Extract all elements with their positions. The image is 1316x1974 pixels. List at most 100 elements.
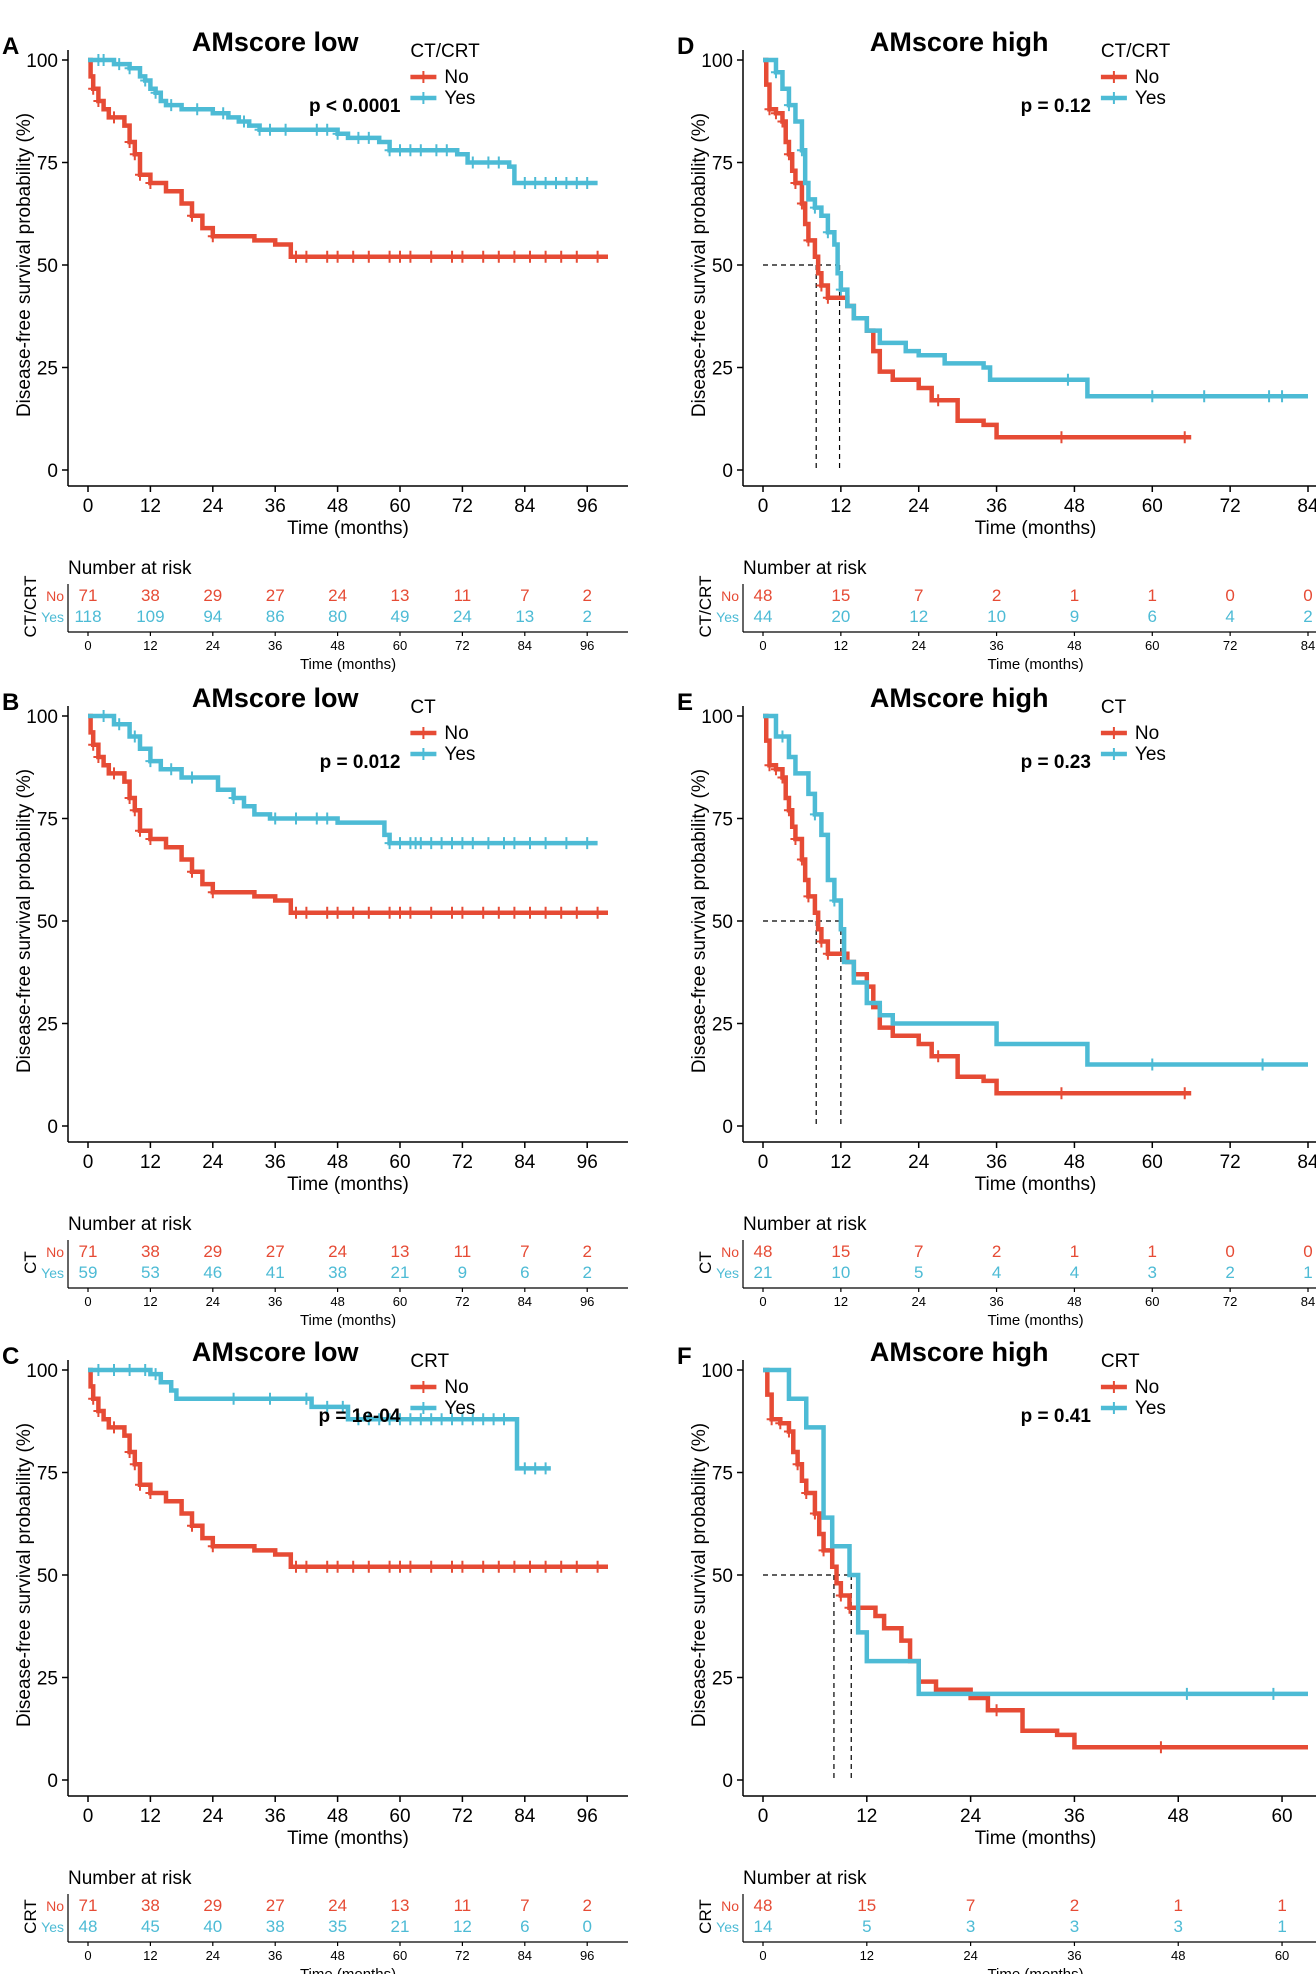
risk-count-no: 0 (1303, 586, 1312, 605)
risk-table-group-label: CT/CRT (696, 575, 715, 637)
censor-mark-no (818, 1544, 829, 1557)
risk-x-tick-label: 12 (834, 638, 848, 653)
risk-count-yes: 9 (458, 1263, 467, 1282)
risk-row-label-no: No (721, 1244, 739, 1260)
censor-mark-yes (150, 86, 161, 99)
x-tick-label: 0 (83, 1152, 94, 1173)
risk-count-yes: 21 (391, 1917, 410, 1936)
risk-x-tick-label: 36 (268, 1294, 282, 1309)
legend-label-yes: Yes (1135, 88, 1166, 109)
censor-mark-no (540, 906, 551, 919)
censor-mark-yes (540, 177, 551, 189)
censor-mark-no (592, 1560, 603, 1573)
risk-x-tick-label: 96 (580, 638, 594, 653)
censor-mark-no (783, 1425, 794, 1438)
censor-mark-no (384, 1560, 395, 1573)
x-tick-label: 12 (830, 1152, 851, 1173)
censor-mark-no (88, 738, 99, 751)
censor-mark-yes (1277, 390, 1288, 403)
censor-mark-no (395, 250, 405, 263)
risk-count-no: 7 (914, 586, 923, 605)
censor-mark-no (322, 250, 333, 263)
censor-mark-no (509, 906, 520, 919)
risk-count-no: 15 (831, 1242, 850, 1261)
risk-count-no: 71 (79, 586, 98, 605)
x-tick-label: 84 (1297, 496, 1316, 517)
risk-count-no: 13 (391, 586, 410, 605)
y-tick-label: 50 (712, 912, 733, 933)
chart-title: AMscore high (870, 27, 1049, 57)
x-axis-label: Time (months) (975, 1828, 1097, 1849)
censor-mark-no (835, 1589, 846, 1602)
censor-mark-no (145, 177, 156, 189)
y-tick-label: 50 (37, 256, 58, 277)
y-tick-label: 0 (47, 1771, 58, 1792)
censor-mark-yes (114, 58, 125, 71)
censor-mark-no (556, 250, 567, 263)
censor-mark-no (816, 279, 827, 292)
risk-count-no: 2 (992, 1242, 1001, 1261)
censor-mark-yes (150, 1368, 161, 1381)
censor-mark-yes (499, 1413, 509, 1426)
risk-count-no: 71 (79, 1242, 98, 1261)
censor-mark-yes (322, 812, 333, 825)
p-value: p = 0.23 (1021, 752, 1091, 773)
panel-letter: C (2, 1343, 19, 1370)
censor-mark-no (1056, 1087, 1067, 1100)
censor-mark-yes (467, 1413, 478, 1426)
censor-mark-no (88, 1392, 99, 1405)
risk-count-yes: 24 (453, 607, 472, 626)
censor-mark-yes (540, 1462, 551, 1475)
censor-mark-yes (530, 177, 541, 189)
censor-mark-no (301, 906, 312, 919)
risk-table-title: Number at risk (743, 558, 867, 579)
risk-count-no: 24 (328, 1896, 347, 1915)
x-tick-label: 12 (140, 1152, 161, 1173)
censor-mark-yes (519, 1462, 530, 1475)
censor-mark-yes (540, 837, 551, 850)
censor-mark-no (592, 250, 603, 263)
censor-mark-yes (426, 1413, 437, 1426)
risk-x-tick-label: 84 (1301, 1294, 1315, 1309)
censor-mark-yes (129, 730, 140, 743)
censor-mark-no (783, 804, 794, 817)
censor-mark-yes (509, 837, 520, 850)
y-tick-label: 100 (26, 707, 58, 728)
legend-title: CT/CRT (410, 41, 480, 62)
risk-count-yes: 3 (1070, 1917, 1079, 1936)
risk-row-label-no: No (46, 1244, 64, 1260)
y-tick-label: 0 (722, 1117, 733, 1138)
risk-count-yes: 3 (1174, 1917, 1183, 1936)
censor-mark-no (801, 1487, 812, 1499)
censor-mark-no (207, 230, 218, 243)
y-tick-label: 100 (701, 707, 733, 728)
censor-mark-yes (457, 1413, 468, 1426)
y-tick-label: 100 (701, 51, 733, 72)
censor-mark-no (457, 1560, 468, 1573)
risk-x-tick-label: 0 (759, 1294, 766, 1309)
x-tick-label: 0 (758, 1806, 769, 1827)
risk-row-label-no: No (721, 588, 739, 604)
risk-x-tick-label: 36 (1067, 1948, 1081, 1963)
legend-label-no: No (1135, 1377, 1159, 1398)
risk-count-no: 0 (1225, 586, 1234, 605)
legend-label-yes: Yes (444, 744, 475, 765)
risk-count-no: 1 (1277, 1896, 1286, 1915)
panel-letter: E (677, 689, 693, 716)
censor-mark-no (93, 95, 104, 107)
risk-row-label-yes: Yes (716, 1265, 739, 1281)
censor-mark-no (145, 1487, 156, 1499)
risk-x-tick-label: 0 (84, 638, 91, 653)
censor-mark-yes (1147, 1058, 1158, 1071)
censor-mark-yes (835, 283, 846, 296)
x-tick-label: 12 (140, 1806, 161, 1827)
legend-label-no: No (444, 67, 468, 88)
risk-table-group-label: CT/CRT (21, 575, 40, 637)
x-tick-label: 36 (986, 1152, 1007, 1173)
censor-mark-yes (265, 1392, 275, 1405)
risk-x-tick-label: 48 (1067, 638, 1081, 653)
censor-mark-no (135, 168, 145, 181)
risk-count-yes: 21 (754, 1263, 773, 1282)
